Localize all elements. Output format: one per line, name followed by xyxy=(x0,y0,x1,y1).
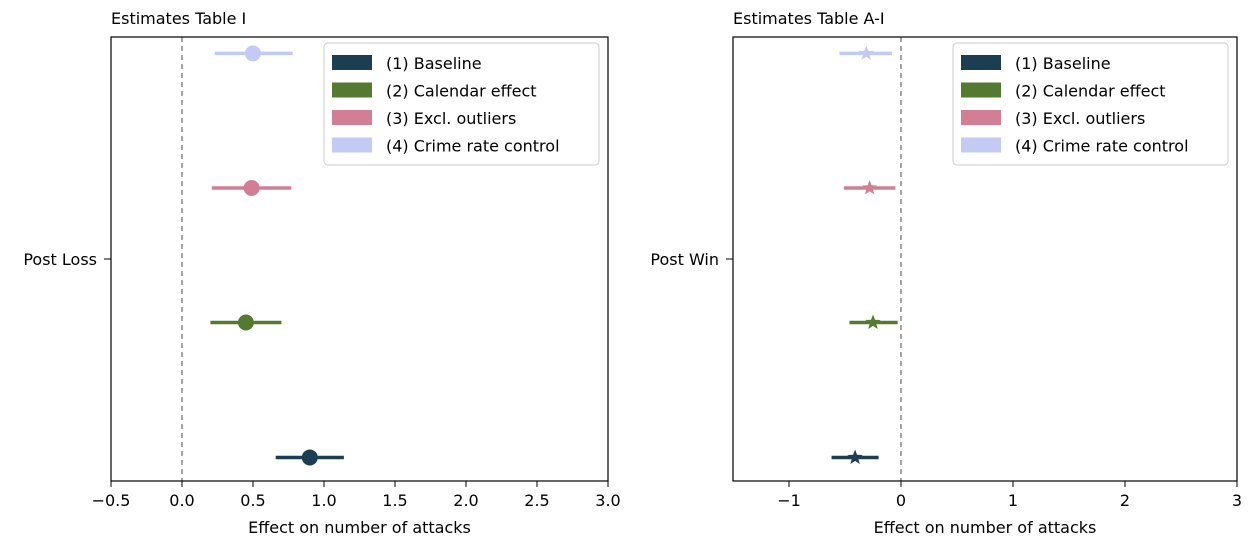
legend-label-1: (1) Baseline xyxy=(1015,54,1111,73)
legend-label-4: (4) Crime rate control xyxy=(386,137,560,156)
x-tick-label: 2.5 xyxy=(524,491,549,510)
estimate-point-3 xyxy=(243,179,260,196)
x-tick-label: 2 xyxy=(1120,491,1130,510)
x-tick-label: −1 xyxy=(777,491,801,510)
legend-label-2: (2) Calendar effect xyxy=(386,82,537,101)
legend-box xyxy=(323,42,600,166)
legend-swatch-1 xyxy=(961,55,1001,70)
legend: (1) Baseline (2) Calendar effect (3) Excl.… xyxy=(323,42,600,166)
chart-title: Estimates Table A-I xyxy=(733,9,885,28)
x-tick-label: −0.5 xyxy=(92,491,131,510)
estimate-point-4 xyxy=(245,45,261,62)
y-category-label: Post Win xyxy=(650,250,719,269)
legend-label-4: (4) Crime rate control xyxy=(1015,137,1189,156)
legend-swatch-3 xyxy=(332,110,372,125)
x-tick-label: 1.0 xyxy=(311,491,336,510)
x-axis-label: Effect on number of attacks xyxy=(874,518,1097,537)
x-axis-label: Effect on number of attacks xyxy=(248,518,471,537)
x-tick-label: 3.0 xyxy=(595,491,620,510)
estimate-point-1 xyxy=(847,449,863,464)
legend-label-2: (2) Calendar effect xyxy=(1015,82,1166,101)
legend-box xyxy=(952,42,1229,166)
x-tick-label: 0 xyxy=(896,491,906,510)
chart-panel-right: Estimates Table A-I Effect on number of … xyxy=(650,9,1242,537)
plot-frame xyxy=(732,36,1238,482)
legend-label-3: (3) Excl. outliers xyxy=(1015,109,1145,128)
legend-swatch-4 xyxy=(961,137,1001,153)
chart-panel-left: Estimates Table I Effect on number of at… xyxy=(23,9,620,537)
legend-swatch-2 xyxy=(961,82,1001,98)
estimate-point-4 xyxy=(858,45,874,60)
estimate-point-2 xyxy=(237,314,254,331)
x-tick-label: 1.5 xyxy=(382,491,407,510)
chart-title: Estimates Table I xyxy=(111,9,246,28)
legend-swatch-4 xyxy=(332,137,372,153)
legend-swatch-1 xyxy=(332,55,372,70)
estimate-point-2 xyxy=(865,314,881,329)
estimate-point-3 xyxy=(862,179,878,195)
legend: (1) Baseline (2) Calendar effect (3) Excl.… xyxy=(952,42,1229,166)
x-tick-label: 2.0 xyxy=(453,491,478,510)
y-category-label: Post Loss xyxy=(23,250,97,269)
legend-swatch-3 xyxy=(961,110,1001,125)
plot-frame xyxy=(110,36,609,482)
legend-label-1: (1) Baseline xyxy=(386,54,482,73)
estimate-point-1 xyxy=(301,449,318,466)
x-tick-label: 3 xyxy=(1232,491,1242,510)
legend-label-3: (3) Excl. outliers xyxy=(386,109,516,128)
x-tick-label: 0.0 xyxy=(169,491,194,510)
x-tick-label: 0.5 xyxy=(240,491,265,510)
x-tick-label: 1 xyxy=(1008,491,1018,510)
legend-swatch-2 xyxy=(332,82,372,98)
